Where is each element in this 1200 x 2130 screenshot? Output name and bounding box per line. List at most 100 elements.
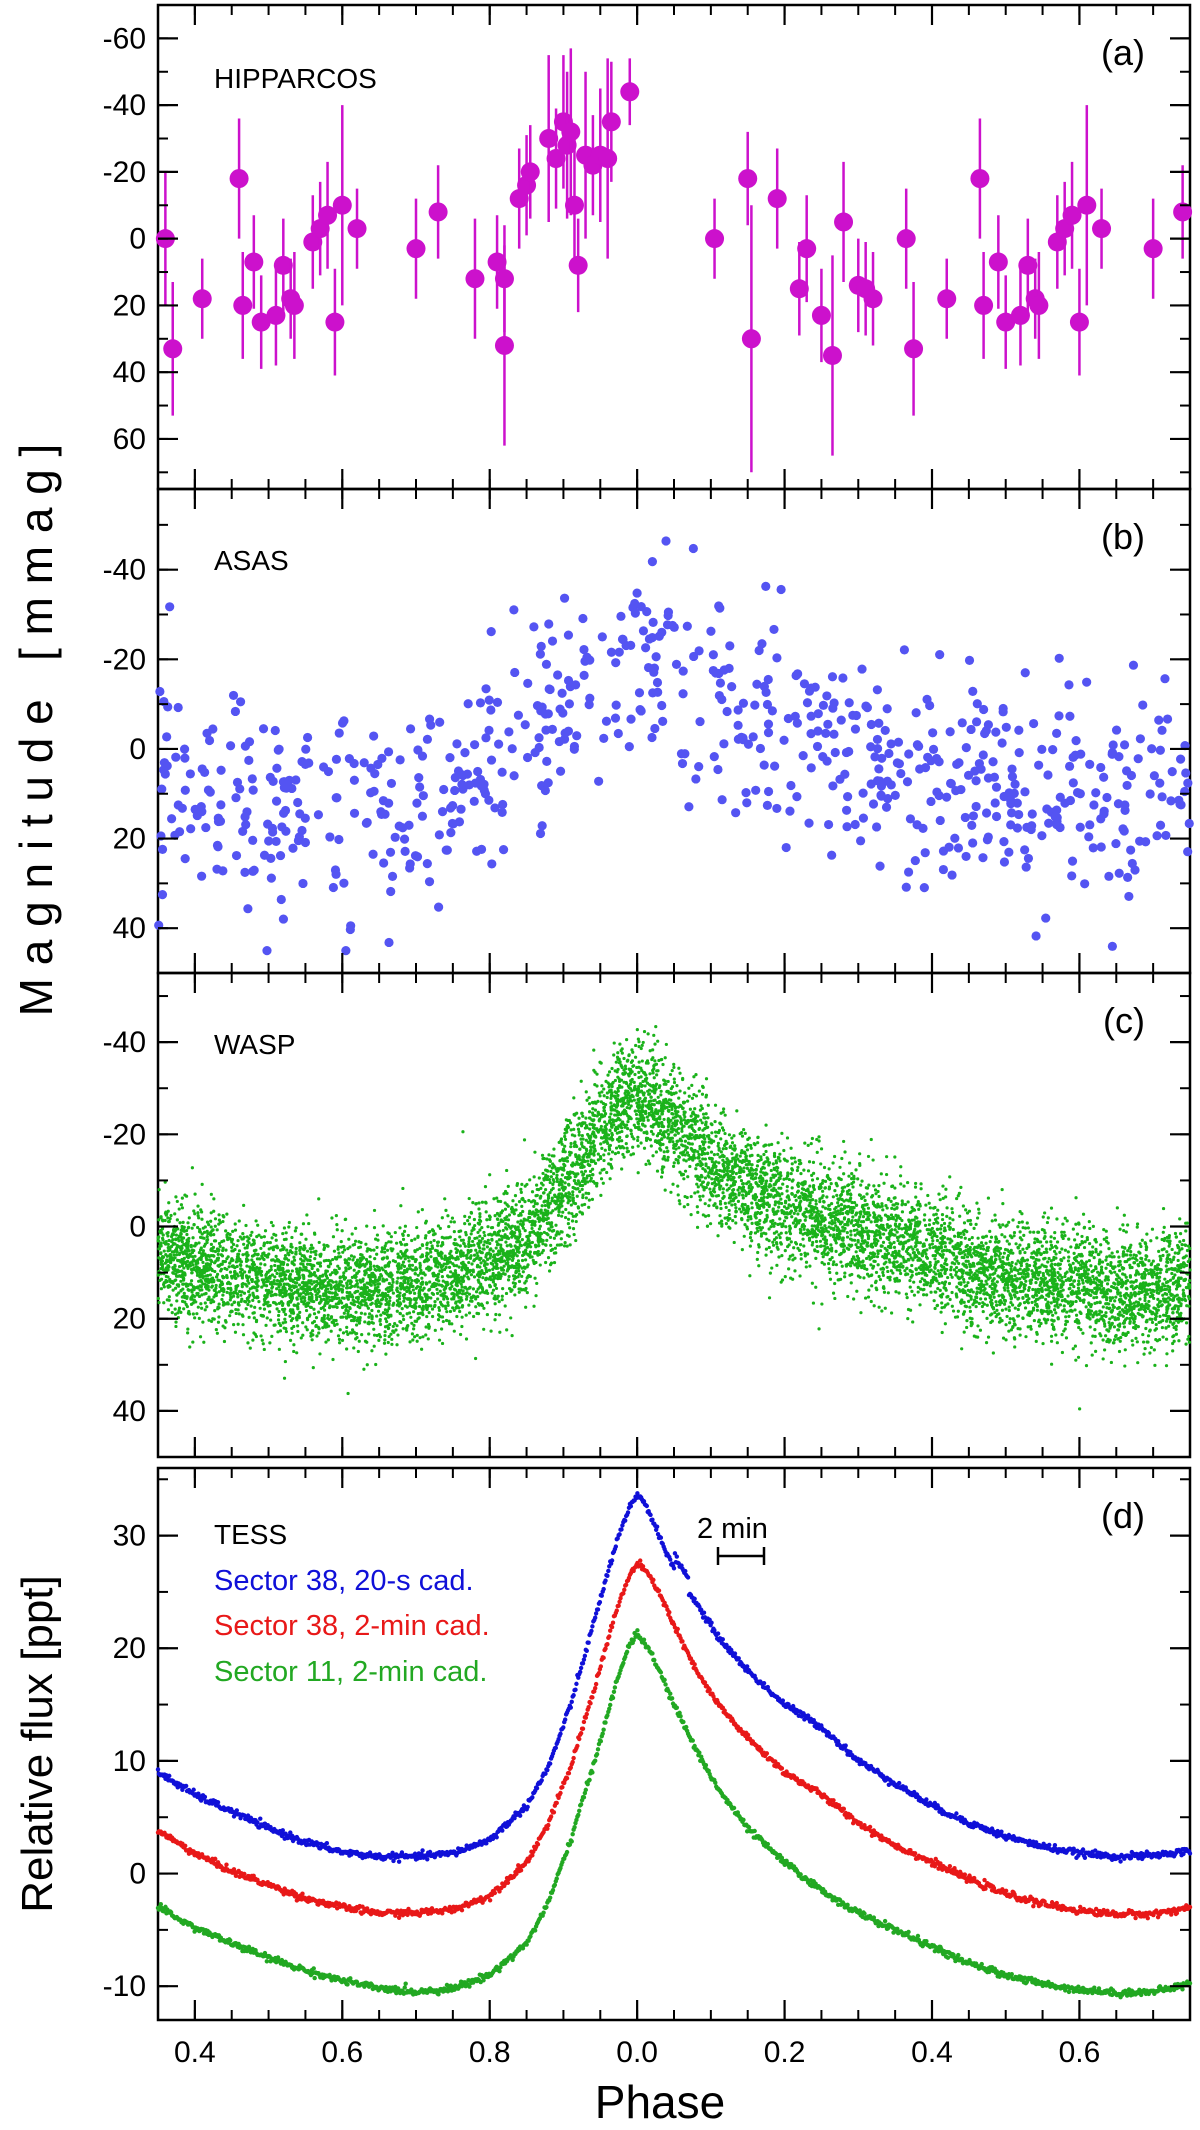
asas-point bbox=[387, 871, 398, 881]
asas-point bbox=[386, 886, 396, 897]
wasp-point bbox=[209, 1301, 213, 1305]
asas-point bbox=[563, 630, 574, 640]
wasp-point bbox=[1118, 1339, 1122, 1343]
wasp-point bbox=[322, 1243, 326, 1247]
wasp-point bbox=[995, 1280, 999, 1284]
wasp-point bbox=[389, 1332, 393, 1336]
asas-point bbox=[487, 859, 497, 869]
wasp-point bbox=[842, 1139, 846, 1144]
asas-point bbox=[1155, 778, 1165, 788]
wasp-point bbox=[420, 1347, 424, 1351]
wasp-point bbox=[1042, 1317, 1046, 1321]
wasp-point bbox=[399, 1204, 403, 1208]
wasp-point bbox=[1083, 1240, 1087, 1244]
wasp-point bbox=[682, 1158, 686, 1162]
wasp-point bbox=[186, 1327, 190, 1331]
hipparcos-point bbox=[904, 339, 924, 359]
wasp-point bbox=[312, 1307, 316, 1311]
asas-point bbox=[509, 605, 519, 615]
asas-point bbox=[400, 846, 410, 856]
asas-point bbox=[1084, 832, 1094, 842]
wasp-point bbox=[521, 1270, 525, 1274]
asas-point bbox=[458, 770, 468, 781]
wasp-point bbox=[787, 1177, 791, 1182]
wasp-point bbox=[721, 1147, 725, 1151]
asas-point bbox=[1082, 677, 1092, 687]
wasp-point bbox=[837, 1204, 841, 1208]
asas-point bbox=[486, 705, 496, 715]
wasp-point bbox=[195, 1312, 199, 1316]
hipparcos-point bbox=[465, 269, 485, 289]
wasp-point bbox=[735, 1109, 739, 1113]
wasp-point bbox=[682, 1205, 686, 1209]
wasp-point bbox=[1160, 1303, 1164, 1307]
wasp-point bbox=[933, 1257, 937, 1261]
wasp-point bbox=[881, 1240, 886, 1244]
hipparcos-point bbox=[561, 122, 581, 142]
wasp-point bbox=[869, 1137, 873, 1142]
asas-point bbox=[677, 758, 688, 769]
asas-point bbox=[284, 775, 294, 785]
wasp-point bbox=[963, 1253, 967, 1257]
wasp-point bbox=[268, 1303, 272, 1308]
wasp-point bbox=[796, 1165, 800, 1169]
asas-point bbox=[850, 819, 860, 830]
wasp-point bbox=[433, 1299, 437, 1304]
asas-point bbox=[1075, 822, 1085, 832]
asas-point bbox=[278, 914, 289, 924]
wasp-point bbox=[1171, 1341, 1175, 1346]
asas-point bbox=[268, 827, 278, 837]
wasp-point bbox=[905, 1296, 909, 1300]
wasp-point bbox=[622, 1056, 626, 1061]
wasp-point bbox=[802, 1227, 806, 1231]
wasp-point bbox=[1092, 1256, 1096, 1260]
wasp-point bbox=[811, 1301, 816, 1305]
wasp-point bbox=[745, 1166, 750, 1170]
wasp-point bbox=[877, 1274, 881, 1279]
asas-point bbox=[165, 602, 175, 612]
wasp-point bbox=[1080, 1278, 1085, 1282]
wasp-point bbox=[492, 1296, 496, 1301]
wasp-point bbox=[636, 1135, 640, 1139]
asas-point bbox=[763, 674, 773, 685]
asas-point bbox=[841, 805, 852, 815]
asas-point bbox=[634, 688, 645, 698]
wasp-point bbox=[1156, 1297, 1160, 1301]
wasp-point bbox=[598, 1094, 602, 1098]
wasp-point bbox=[982, 1273, 987, 1277]
wasp-point bbox=[207, 1295, 211, 1299]
asas-point bbox=[513, 710, 524, 720]
asas-point bbox=[601, 716, 612, 726]
wasp-point bbox=[1058, 1267, 1062, 1271]
asas-point bbox=[840, 769, 850, 779]
wasp-point bbox=[962, 1232, 966, 1236]
asas-point bbox=[848, 710, 858, 720]
wasp-point bbox=[1173, 1273, 1177, 1277]
asas-point bbox=[688, 543, 698, 554]
asas-point bbox=[606, 647, 617, 657]
wasp-point bbox=[1080, 1234, 1084, 1239]
wasp-point bbox=[1065, 1310, 1069, 1314]
wasp-point bbox=[1074, 1299, 1078, 1304]
asas-point bbox=[544, 619, 554, 629]
asas-point bbox=[793, 669, 803, 679]
asas-point bbox=[332, 793, 342, 803]
asas-point bbox=[1121, 766, 1132, 776]
asas-point bbox=[822, 691, 832, 701]
asas-point bbox=[1065, 711, 1075, 721]
wasp-point bbox=[682, 1177, 686, 1181]
wasp-point bbox=[716, 1177, 720, 1181]
asas-point bbox=[804, 818, 814, 828]
wasp-point bbox=[517, 1200, 522, 1204]
wasp-point bbox=[852, 1177, 856, 1181]
asas-point bbox=[507, 744, 517, 754]
wasp-point bbox=[547, 1177, 552, 1182]
asas-point bbox=[1089, 800, 1099, 810]
asas-point bbox=[520, 720, 530, 730]
asas-point bbox=[871, 822, 882, 832]
wasp-point bbox=[743, 1202, 747, 1207]
asas-point bbox=[967, 820, 977, 831]
asas-point bbox=[759, 681, 769, 692]
wasp-point bbox=[757, 1198, 761, 1203]
wasp-point bbox=[979, 1241, 984, 1245]
